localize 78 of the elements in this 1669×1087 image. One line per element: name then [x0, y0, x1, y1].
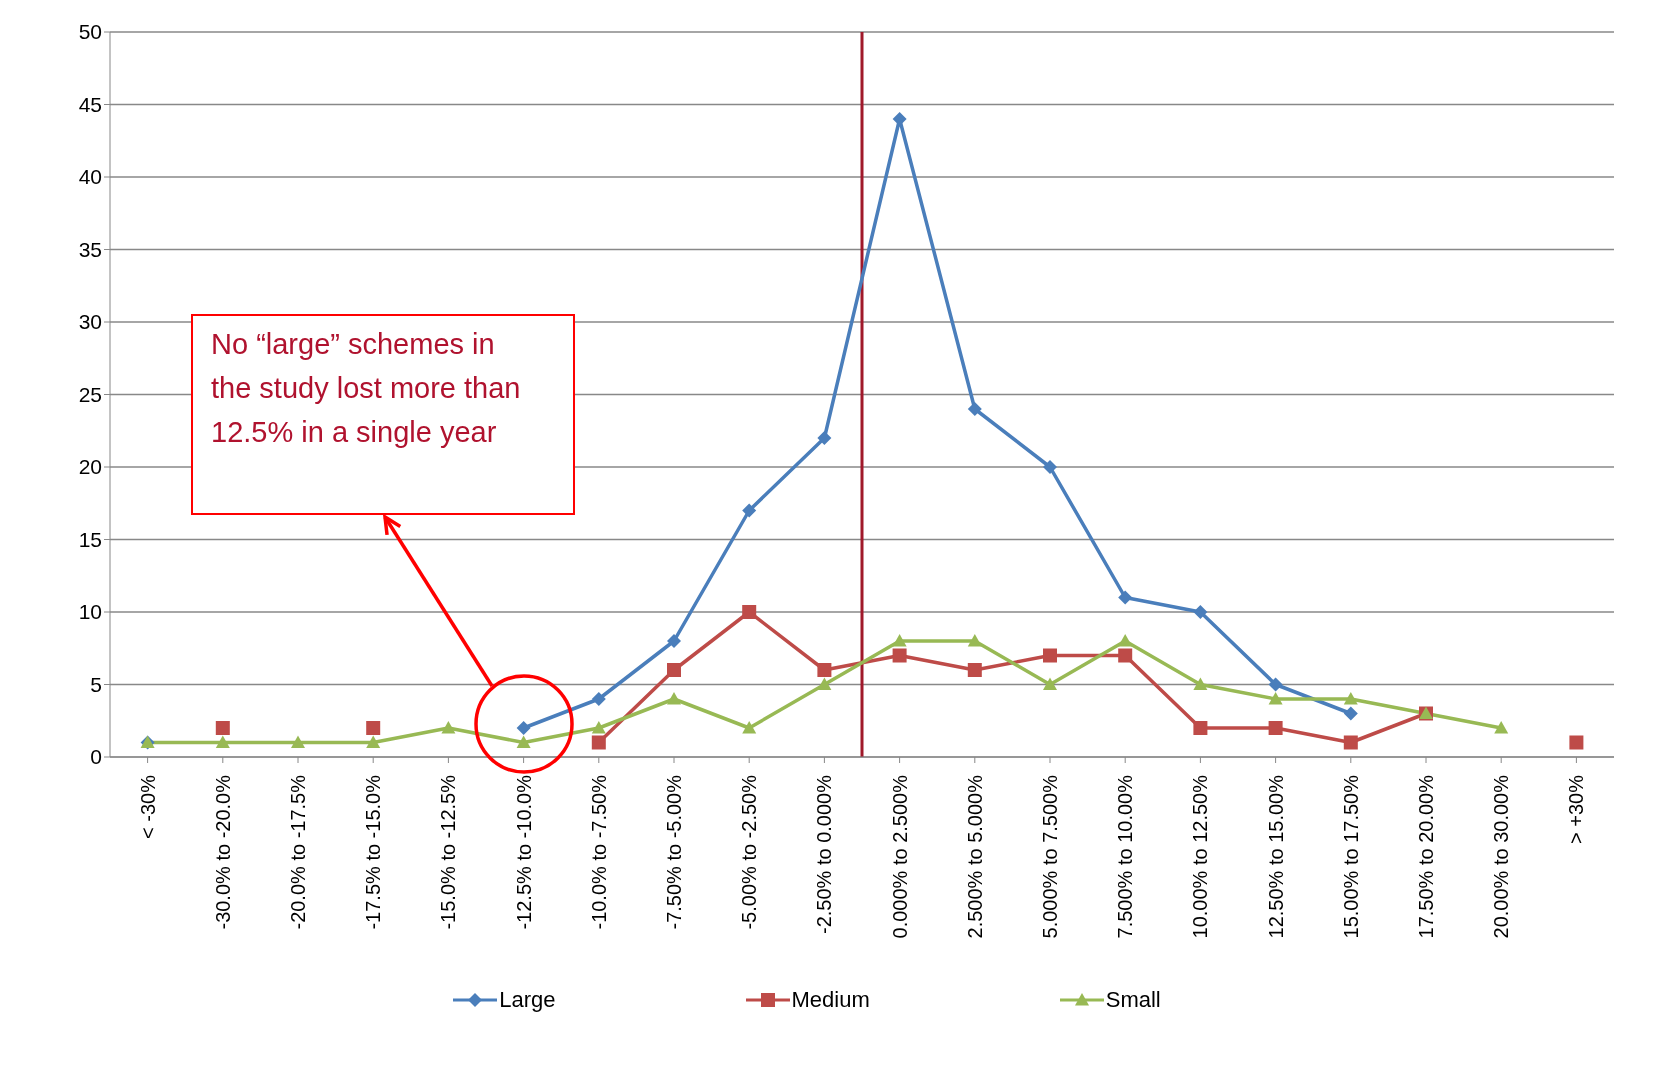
- y-tick-label: 0: [90, 745, 102, 769]
- point: [967, 402, 982, 416]
- x-tick-label: 20.00% to 30.00%: [1490, 774, 1513, 939]
- x-tick-label: -5.00% to -2.50%: [738, 774, 761, 930]
- annotation: No “large” schemes in the study lost more than 12.5% in a single year: [211, 328, 521, 448]
- x-tick-label: > +30%: [1565, 774, 1588, 844]
- point: [667, 692, 681, 705]
- point: [892, 112, 907, 126]
- point: [967, 663, 982, 677]
- x-tick-label: 7.500% to 10.00%: [1114, 774, 1137, 939]
- y-tick-label: 30: [78, 310, 102, 334]
- x-tick-label: 17.50% to 20.00%: [1415, 774, 1437, 939]
- point: [892, 634, 907, 647]
- point: [1193, 721, 1208, 735]
- point: [1494, 721, 1509, 734]
- point: [742, 503, 757, 518]
- x-tick-label: -2.50% to 0.000%: [813, 774, 836, 934]
- point: [667, 663, 681, 677]
- y-tick-label: 50: [78, 20, 102, 44]
- point: [742, 605, 757, 619]
- y-tick-label: 35: [78, 237, 102, 261]
- y-tick-label: 20: [78, 455, 102, 479]
- point: [1193, 605, 1208, 619]
- point: [1118, 634, 1133, 647]
- x-tick-label: < -30%: [136, 774, 159, 839]
- x-tick-label: 12.50% to 15.00%: [1264, 774, 1287, 939]
- point: [1043, 648, 1057, 663]
- x-tick-label: 15.00% to 17.50%: [1339, 774, 1362, 939]
- x-tick-label: -7.50% to -5.00%: [663, 774, 685, 930]
- point: [591, 692, 606, 706]
- point: [817, 677, 832, 691]
- x-tick-label: 10.00% to 12.50%: [1189, 774, 1212, 939]
- legend-label: Medium: [791, 987, 870, 1013]
- point: [1118, 590, 1133, 605]
- point: [1118, 648, 1133, 663]
- y-tick-label: 15: [78, 527, 102, 551]
- point: [1343, 735, 1358, 750]
- point: [215, 735, 230, 749]
- y-tick-label: 5: [90, 672, 102, 696]
- point: [366, 721, 381, 735]
- y-tick-label: 25: [78, 382, 102, 406]
- point: [1343, 692, 1358, 705]
- point: [1268, 692, 1283, 705]
- point: [1043, 460, 1057, 474]
- x-tick-label: 0.000% to 2.500%: [888, 774, 911, 939]
- x-tick-label: 5.000% to 7.500%: [1039, 774, 1061, 939]
- point: [1043, 677, 1057, 691]
- point: [1343, 706, 1358, 721]
- point: [366, 735, 381, 749]
- legend-label: Large: [499, 987, 556, 1013]
- point: [215, 721, 230, 735]
- point: [516, 735, 531, 749]
- point: [1193, 677, 1208, 691]
- point: [291, 735, 305, 749]
- point: [591, 735, 606, 750]
- y-tick-label: 40: [78, 165, 102, 189]
- point: [817, 663, 832, 677]
- x-tick-label: -20.0% to -17.5%: [287, 774, 309, 930]
- point: [967, 634, 982, 647]
- point: [1268, 677, 1283, 692]
- point: [516, 721, 531, 735]
- x-tick-label: -15.0% to -12.5%: [437, 774, 460, 930]
- legend-label: Small: [1105, 987, 1161, 1013]
- x-tick-label: -30.0% to -20.0%: [211, 774, 234, 930]
- point: [892, 648, 907, 663]
- x-tick-label: 2.500% to 5.000%: [963, 774, 986, 939]
- x-tick-label: -17.5% to -15.0%: [362, 774, 385, 930]
- x-tick-label: -12.5% to -10.0%: [512, 774, 535, 930]
- point: [591, 721, 606, 734]
- point: [1268, 721, 1283, 735]
- point: [441, 721, 456, 734]
- point: [1569, 735, 1584, 750]
- x-tick-label: -10.0% to -7.50%: [587, 774, 610, 930]
- point: [742, 721, 757, 734]
- point: [817, 431, 832, 445]
- y-tick-label: 10: [78, 600, 102, 624]
- y-tick-label: 45: [78, 92, 102, 116]
- point: [667, 634, 681, 648]
